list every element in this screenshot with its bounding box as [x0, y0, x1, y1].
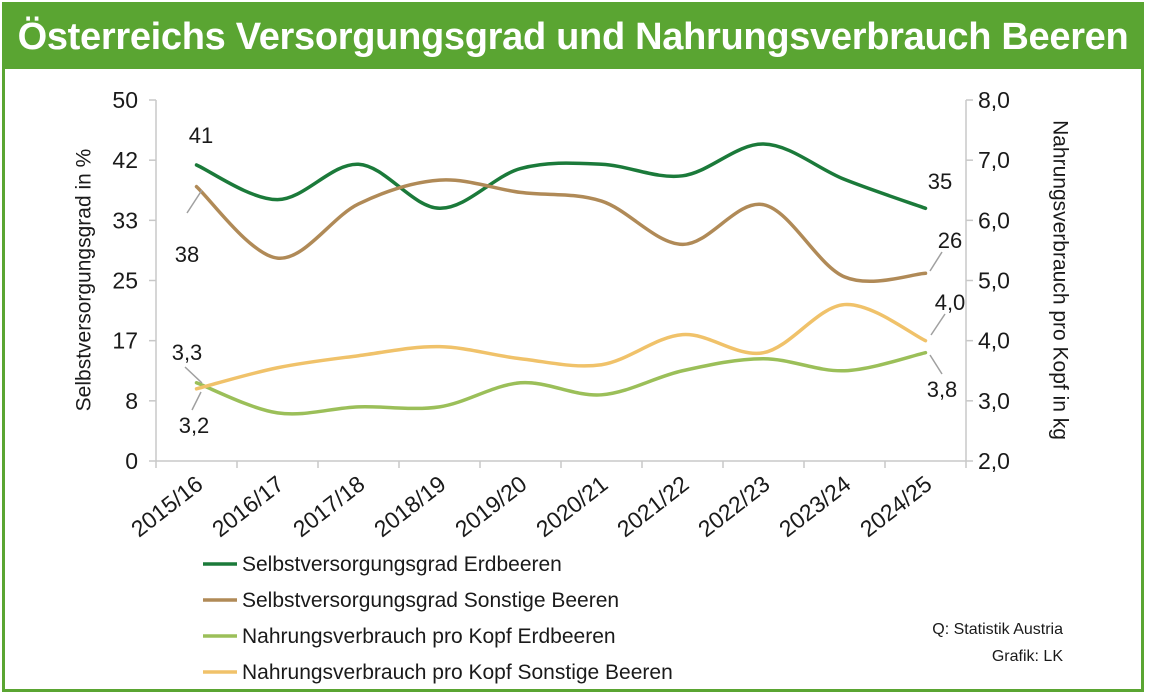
y-right-tick-label: 2,0 — [978, 448, 1010, 474]
leader-line-3-8 — [929, 354, 943, 375]
data-label-verbrauch-erdbeeren-2015: 3,3 — [172, 340, 203, 365]
y-left-tick-label: 50 — [112, 87, 138, 113]
x-category-label: 2019/20 — [450, 470, 532, 542]
y-left-tick-label: 0 — [125, 448, 138, 474]
leader-line-26 — [929, 251, 943, 272]
y-left-axis-title: Selbstversorgungsgrad in % — [73, 149, 96, 412]
series-line-sonstige-verbrauch — [194, 302, 928, 391]
y-left-tick-label: 42 — [112, 147, 138, 173]
x-category-label: 2020/21 — [531, 470, 613, 542]
x-category-label: 2015/16 — [126, 470, 208, 542]
y-right-tick-label: 8,0 — [978, 87, 1010, 113]
leader-line-3-3 — [184, 366, 203, 384]
y-right-tick-label: 6,0 — [978, 207, 1010, 233]
x-category-label: 2017/18 — [288, 470, 370, 542]
y-right-tick-label: 3,0 — [978, 388, 1010, 414]
y-left-tick-label: 25 — [112, 268, 138, 294]
leader-line-4-0 — [930, 313, 946, 336]
y-right-tick-label: 5,0 — [978, 268, 1010, 294]
y-left-tick-label: 17 — [112, 328, 138, 354]
x-category-label: 2022/23 — [693, 470, 775, 542]
data-label-verbrauch-sonstige-2024: 4,0 — [935, 290, 966, 315]
legend-label-erdbeeren-grad: Selbstversorgungsgrad Erdbeeren — [242, 553, 562, 576]
data-label-erdbeeren-2015: 41 — [189, 123, 213, 148]
source-line-2: Grafik: LK — [992, 648, 1063, 665]
x-category-label: 2018/19 — [369, 470, 451, 542]
y-right-tick-label: 7,0 — [978, 147, 1010, 173]
legend: Selbstversorgungsgrad Erdbeeren Selbstve… — [203, 553, 673, 684]
legend-label-erdbeeren-verbrauch: Nahrungsverbrauch pro Kopf Erdbeeren — [242, 625, 616, 648]
data-label-verbrauch-erdbeeren-2024: 3,8 — [927, 377, 958, 402]
y-left-tick-label: 8 — [125, 388, 138, 414]
x-category-label: 2016/17 — [207, 470, 289, 542]
series-line-erdbeeren-grad — [194, 142, 928, 211]
leader-line-38 — [186, 189, 203, 214]
data-label-sonstige-2015: 38 — [175, 242, 199, 267]
y-right-tick-label: 4,0 — [978, 328, 1010, 354]
x-category-label: 2024/25 — [855, 470, 937, 542]
chart-svg: 50 42 33 25 17 8 0 8,0 7,0 6,0 5,0 4,0 3,0 2,0 2015/… — [73, 87, 1072, 684]
source-line-1: Q: Statistik Austria — [932, 621, 1063, 638]
y-right-axis-title: Nahrungsverbrauch pro Kopf in kg — [1048, 120, 1071, 440]
legend-label-sonstige-verbrauch: Nahrungsverbrauch pro Kopf Sonstige Beer… — [242, 661, 673, 684]
x-category-label: 2021/22 — [612, 470, 694, 542]
data-label-erdbeeren-2024: 35 — [928, 169, 952, 194]
x-category-label: 2023/24 — [774, 470, 856, 542]
chart-title: Österreichs Versorgungsgrad und Nahrungs… — [5, 5, 1141, 69]
series-line-sonstige-grad — [194, 178, 928, 284]
series-line-erdbeeren-verbrauch — [194, 350, 928, 416]
legend-label-sonstige-grad: Selbstversorgungsgrad Sonstige Beeren — [242, 589, 619, 612]
leader-line-3-2 — [191, 391, 202, 411]
data-label-verbrauch-sonstige-2015: 3,2 — [179, 413, 210, 438]
data-label-sonstige-2024: 26 — [938, 228, 962, 253]
y-left-tick-label: 33 — [112, 207, 138, 233]
